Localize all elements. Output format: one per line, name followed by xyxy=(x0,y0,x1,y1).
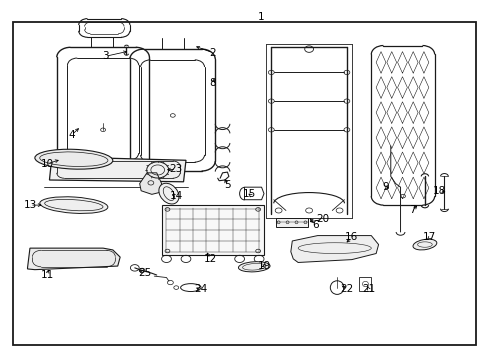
Text: 22: 22 xyxy=(340,284,353,294)
Ellipse shape xyxy=(40,152,108,166)
Text: 9: 9 xyxy=(382,182,388,192)
Ellipse shape xyxy=(159,183,179,204)
Ellipse shape xyxy=(35,149,113,169)
Ellipse shape xyxy=(242,264,265,270)
Text: 4: 4 xyxy=(68,130,75,140)
Text: 13: 13 xyxy=(23,200,37,210)
Text: 23: 23 xyxy=(169,164,183,174)
Text: 11: 11 xyxy=(41,270,54,280)
Ellipse shape xyxy=(412,239,436,250)
Text: 18: 18 xyxy=(432,186,445,196)
Text: 5: 5 xyxy=(224,180,230,190)
Text: 2: 2 xyxy=(209,48,216,58)
Text: 25: 25 xyxy=(138,268,151,278)
Text: 21: 21 xyxy=(362,284,375,294)
Text: 20: 20 xyxy=(315,215,328,224)
Polygon shape xyxy=(49,157,185,182)
Text: 24: 24 xyxy=(194,284,207,294)
Text: 14: 14 xyxy=(169,191,183,201)
Ellipse shape xyxy=(44,199,103,211)
Polygon shape xyxy=(27,248,120,270)
Bar xyxy=(358,277,370,291)
Ellipse shape xyxy=(330,281,343,294)
Text: 12: 12 xyxy=(203,254,217,264)
Bar xyxy=(276,218,307,226)
Text: 19: 19 xyxy=(257,261,270,271)
Ellipse shape xyxy=(238,262,269,272)
Text: 16: 16 xyxy=(345,232,358,242)
Polygon shape xyxy=(161,205,264,255)
Text: 17: 17 xyxy=(422,232,435,242)
Text: 6: 6 xyxy=(311,220,318,230)
Ellipse shape xyxy=(40,197,108,213)
Text: 1: 1 xyxy=(258,12,264,22)
Text: 10: 10 xyxy=(41,159,54,169)
Text: 7: 7 xyxy=(408,206,415,216)
Text: 8: 8 xyxy=(209,78,216,88)
Text: 3: 3 xyxy=(102,51,109,61)
Ellipse shape xyxy=(180,284,201,292)
Text: 15: 15 xyxy=(242,189,256,199)
Polygon shape xyxy=(290,235,378,262)
Polygon shape xyxy=(140,173,161,194)
